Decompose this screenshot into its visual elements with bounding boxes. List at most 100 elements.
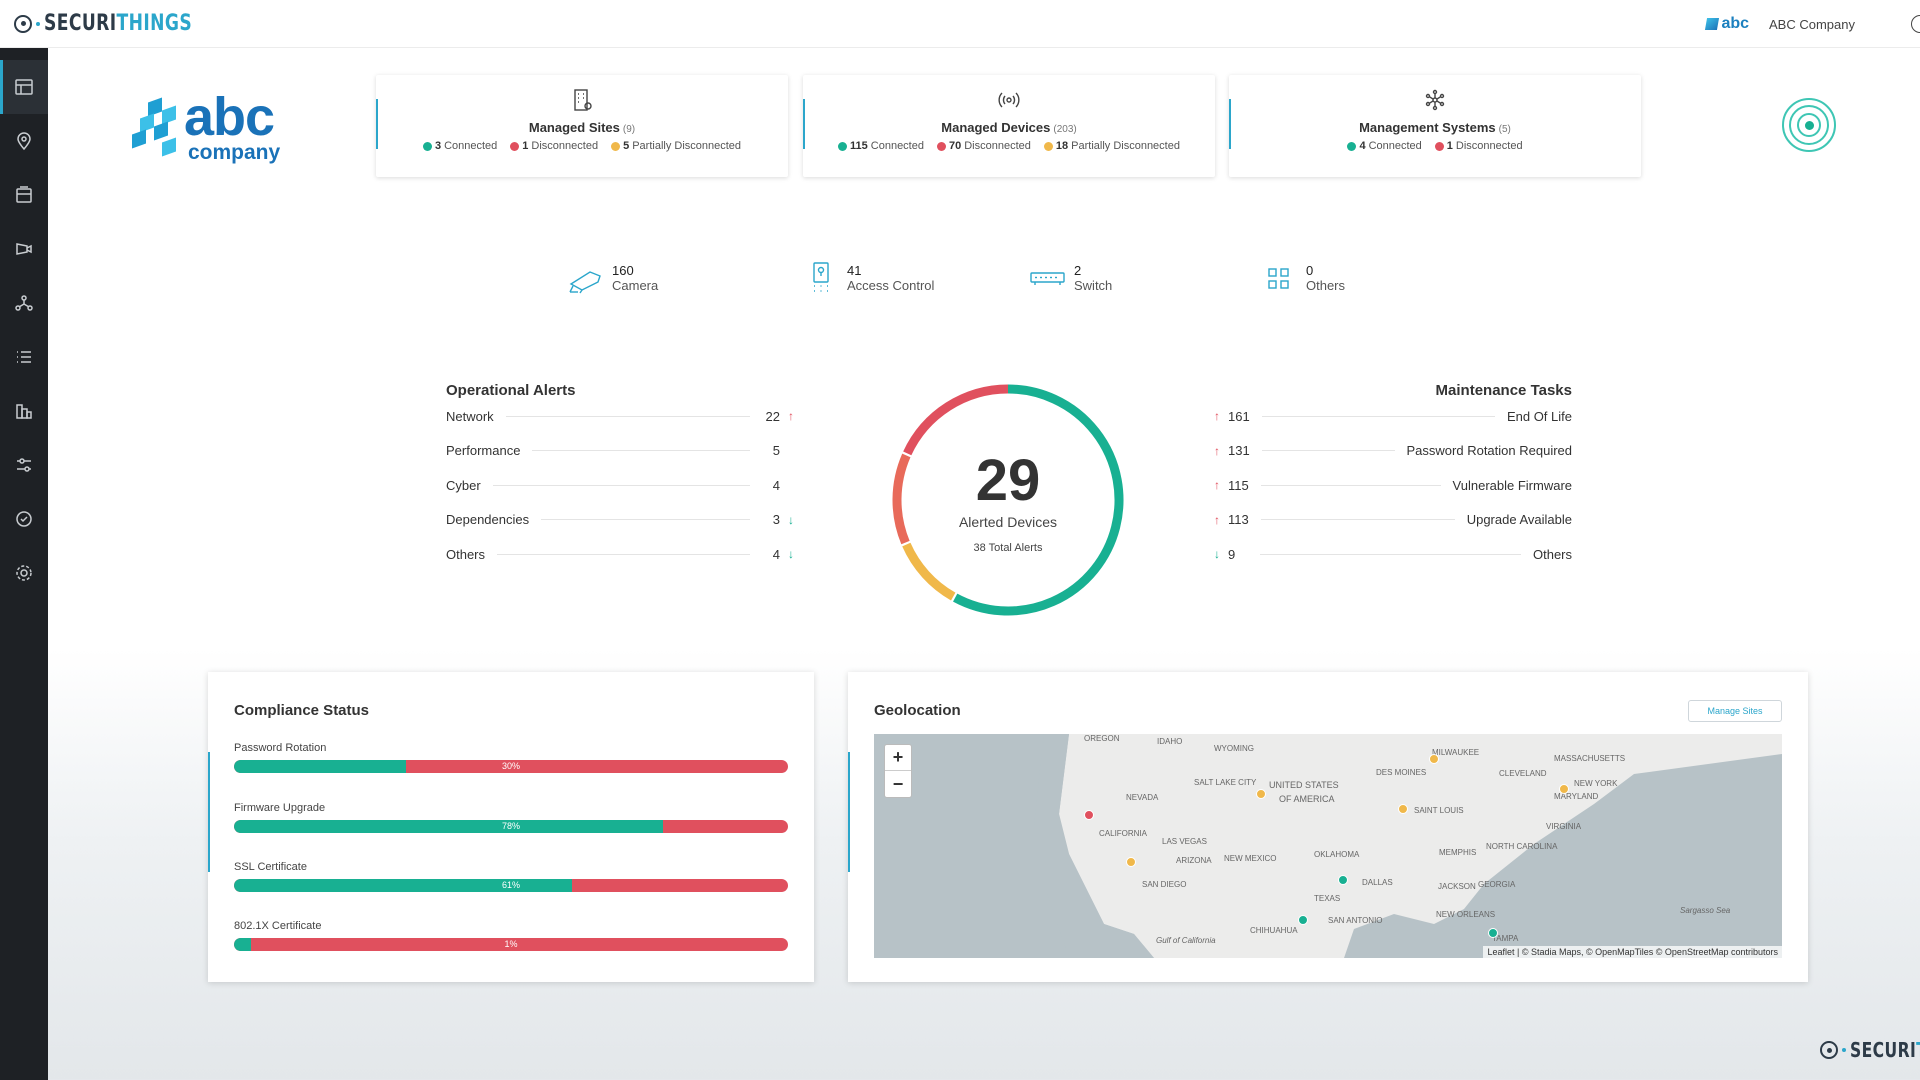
device-others[interactable]: 0 Others <box>1262 262 1345 294</box>
footer-brand-part1: SECURI <box>1850 1038 1917 1062</box>
managed-sites-title: Managed Sites (9) <box>529 120 635 135</box>
map-marker-partial[interactable] <box>1398 804 1408 814</box>
donut-segment-performance[interactable] <box>892 453 911 545</box>
zoom-in-button[interactable]: + <box>885 745 911 771</box>
status-dot-red <box>510 141 520 151</box>
user-icon[interactable] <box>1911 15 1920 33</box>
management-systems-count: (5) <box>1498 124 1511 135</box>
alerted-devices-label: Alerted Devices <box>958 514 1058 530</box>
logo-square <box>162 104 176 125</box>
managed-sites-stats: 3 Connected 1 Disconnected 5 Partially Disc… <box>422 140 741 152</box>
sidebar-item-filters[interactable] <box>0 438 48 492</box>
device-camera-count: 160 <box>612 263 634 278</box>
alert-row-dependencies[interactable]: Dependencies 3 ↓ <box>446 503 798 538</box>
alerted-devices-value: 29 <box>975 448 1041 513</box>
compliance-item-firmware-upgrade[interactable]: Firmware Upgrade 78% <box>234 802 788 833</box>
sidebar-item-reports[interactable] <box>0 384 48 438</box>
donut-segment-cyber[interactable] <box>902 542 956 601</box>
managed-devices-title: Managed Devices (203) <box>941 120 1076 135</box>
row-line <box>505 415 750 417</box>
devices-connected: 115 Connected <box>838 140 924 152</box>
compliance-item-password-rotation[interactable]: Password Rotation 30% <box>234 742 788 773</box>
managed-devices-card[interactable]: Managed Devices (203) 115 Connected 70 Disc… <box>803 75 1215 177</box>
maintenance-tasks-panel: Maintenance Tasks ↑ 161 End Of Life ↑ 131 Pa… <box>1210 382 1572 572</box>
map-marker-connected[interactable] <box>1338 875 1348 885</box>
status-dot-green <box>838 141 848 151</box>
grid-icon <box>1268 268 1289 289</box>
compliance-item-ssl-certificate[interactable]: SSL Certificate 61% <box>234 861 788 892</box>
trend-down-icon: ↓ <box>788 512 794 527</box>
task-row-password-rotation[interactable]: ↑ 131 Password Rotation Required <box>1210 434 1572 469</box>
map-water-shape <box>1034 734 1154 958</box>
sidebar-item-tasks[interactable] <box>0 330 48 384</box>
map-label: OF AMERICA <box>1279 794 1335 804</box>
compliance-label: Password Rotation <box>234 742 327 754</box>
building-icon <box>569 87 595 118</box>
company-logo: abc company <box>130 90 280 163</box>
alert-value: 5 <box>772 443 780 459</box>
sidebar-item-sites[interactable] <box>0 114 48 168</box>
alerted-devices-donut[interactable]: 29 Alerted Devices 38 Total Alerts <box>890 382 1126 618</box>
map-attribution[interactable]: Leaflet | © Stadia Maps, © OpenMapTiles … <box>1483 946 1782 958</box>
sidebar-item-dashboard[interactable] <box>0 60 48 114</box>
map-marker-connected[interactable] <box>1488 928 1498 938</box>
check-circle-icon <box>16 511 32 527</box>
management-systems-stats: 4 Connected 1 Disconnected <box>1347 140 1523 152</box>
map-marker-partial[interactable] <box>1559 784 1569 794</box>
managed-sites-title-text: Managed Sites <box>528 120 620 135</box>
task-row-vulnerable-firmware[interactable]: ↑ 115 Vulnerable Firmware <box>1210 468 1572 503</box>
target-status-icon[interactable] <box>1782 98 1836 152</box>
manage-sites-button[interactable]: Manage Sites <box>1688 700 1782 722</box>
company-logo-company: company <box>188 141 281 164</box>
management-systems-card[interactable]: Management Systems (5) 4 Connected 1 Discon… <box>1229 75 1641 177</box>
geolocation-map[interactable]: + − OREGON IDAHO WYOMING MILWAUKEE MASSA… <box>874 734 1782 958</box>
sidebar-item-settings[interactable] <box>0 546 48 600</box>
alert-label: Performance <box>446 443 521 459</box>
device-access-control[interactable]: 41 Access Control <box>803 262 934 294</box>
securithings-logo-icon <box>1820 1041 1838 1059</box>
company-mini-logo-mark <box>1705 18 1720 30</box>
sidebar-item-systems[interactable] <box>0 168 48 222</box>
device-switch[interactable]: 2 Switch <box>1030 262 1112 294</box>
alert-row-network[interactable]: Network 22 ↑ <box>446 399 798 434</box>
alert-row-cyber[interactable]: Cyber 4 <box>446 468 798 503</box>
compliance-percent: 78% <box>501 821 520 831</box>
securithings-logo[interactable]: SECURITHINGS <box>14 11 234 36</box>
server-icon <box>16 186 32 203</box>
compliance-percent: 61% <box>501 880 520 890</box>
compliance-item-8021x-certificate[interactable]: 802.1X Certificate 1% <box>234 920 788 951</box>
map-label: NEW ORLEANS <box>1436 910 1496 919</box>
target-ring <box>1797 113 1821 137</box>
logo-square <box>154 120 168 141</box>
task-row-others[interactable]: ↓ 9 Others <box>1210 537 1572 572</box>
map-marker-disconnected[interactable] <box>1084 810 1094 820</box>
sidebar-item-compliance[interactable] <box>0 492 48 546</box>
zoom-out-button[interactable]: − <box>892 773 904 794</box>
donut-segment-network[interactable] <box>953 384 1124 616</box>
donut-segment-red[interactable] <box>903 384 1009 456</box>
sidebar-item-devices[interactable] <box>0 222 48 276</box>
task-row-upgrade-available[interactable]: ↑ 113 Upgrade Available <box>1210 503 1572 538</box>
alert-label: Cyber <box>446 477 481 493</box>
compliance-label: Firmware Upgrade <box>234 802 326 814</box>
task-label: End Of Life <box>1506 408 1572 424</box>
map-marker-connected[interactable] <box>1298 915 1308 925</box>
alert-row-others[interactable]: Others 4 ↓ <box>446 537 798 572</box>
company-name[interactable]: ABC Company <box>1769 16 1855 32</box>
task-row-end-of-life[interactable]: ↑ 161 End Of Life <box>1210 399 1572 434</box>
managed-sites-card[interactable]: Managed Sites (9) 3 Connected 1 Disconnecte… <box>376 75 788 177</box>
device-others-count: 0 <box>1306 263 1314 278</box>
systems-disconnected: 1 Disconnected <box>1434 140 1523 152</box>
device-camera[interactable]: 160 Camera <box>568 262 658 294</box>
alert-value: 4 <box>772 477 780 493</box>
target-center <box>1804 120 1814 130</box>
device-others-text: 0 Others <box>1306 263 1345 293</box>
map-marker-partial[interactable] <box>1429 754 1439 764</box>
devices-partial: 18 Partially Disconnected <box>1043 140 1180 152</box>
sidebar-item-network[interactable] <box>0 276 48 330</box>
map-marker-partial[interactable] <box>1256 789 1266 799</box>
alert-row-performance[interactable]: Performance 5 <box>446 434 798 469</box>
map-marker-partial[interactable] <box>1126 857 1136 867</box>
map-label: OREGON <box>1084 734 1120 743</box>
logo-dot <box>1842 1048 1846 1052</box>
